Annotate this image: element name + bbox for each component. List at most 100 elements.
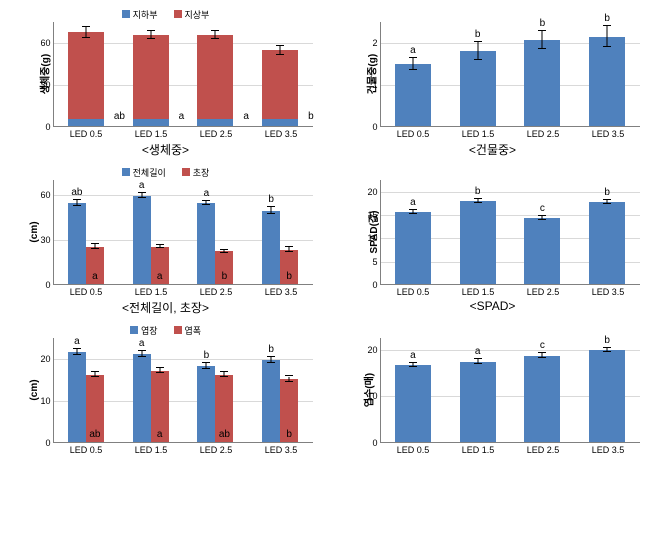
error-cap: [91, 248, 99, 249]
error-cap: [474, 59, 482, 60]
xtick-label: LED 2.5: [527, 442, 560, 455]
error-cap: [138, 356, 146, 357]
ytick-label: 0: [45, 280, 53, 290]
error-cap: [538, 219, 546, 220]
error-cap: [267, 213, 275, 214]
bar-group: a: [445, 338, 510, 442]
legend-label: 지하부: [133, 8, 158, 21]
significance-label: ab: [219, 429, 230, 440]
bars-area: aabaababbb: [54, 338, 313, 442]
bar-rect: [395, 64, 431, 126]
bar-segment: [197, 35, 233, 119]
xtick-label: LED 1.5: [135, 284, 168, 297]
bars-area: abaaaabbb: [54, 180, 313, 284]
bar-group: bb: [248, 180, 313, 284]
error-cap: [603, 347, 611, 348]
significance-label: ab: [71, 187, 82, 198]
significance-label: c: [540, 340, 545, 351]
bar: a: [151, 338, 169, 442]
bar: ab: [68, 180, 86, 284]
xtick-label: LED 2.5: [200, 284, 233, 297]
bar-group: bb: [248, 338, 313, 442]
significance-label: a: [92, 271, 98, 282]
error-cap: [73, 354, 81, 355]
bar-rect: [68, 203, 86, 284]
error-cap: [603, 199, 611, 200]
error-cap: [267, 206, 275, 207]
plot-area: 03060생체중(g)LED 0.5LED 1.5LED 2.5LED 3.5a…: [53, 22, 313, 127]
error-cap: [474, 363, 482, 364]
legend-swatch: [122, 10, 130, 18]
xtick-label: LED 2.5: [200, 442, 233, 455]
error-cap: [220, 371, 228, 372]
ytick-label: 5: [372, 257, 380, 267]
error-cap: [538, 48, 546, 49]
chart-leaf: 엽장엽폭01020(cm)LED 0.5LED 1.5LED 2.5LED 3.…: [8, 324, 323, 457]
significance-label: a: [410, 45, 416, 56]
error-cap: [156, 244, 164, 245]
error-cap: [82, 26, 90, 27]
error-cap: [211, 38, 219, 39]
xtick-label: LED 0.5: [70, 442, 103, 455]
chart-caption: <SPAD>: [470, 299, 516, 313]
error-cap: [138, 197, 146, 198]
bar: a: [133, 22, 169, 126]
bar-group: a: [183, 22, 248, 126]
legend-item: 엽장: [130, 324, 158, 336]
error-cap: [276, 54, 284, 55]
bar: a: [395, 180, 431, 284]
chart-grid: 지하부 지상부03060생체중(g)LED 0.5LED 1.5LED 2.5LE…: [0, 0, 658, 465]
xtick-label: LED 3.5: [265, 442, 298, 455]
error-cap: [409, 366, 417, 367]
bars-area: abaab: [54, 22, 313, 126]
bar: a: [395, 22, 431, 126]
chart-caption: <건물중>: [469, 141, 516, 158]
legend-label: 지상부: [185, 8, 210, 21]
error-cap: [474, 202, 482, 203]
error-cap: [409, 362, 417, 363]
error-cap: [202, 362, 210, 363]
ytick-label: 60: [40, 38, 53, 48]
bar: b: [215, 180, 233, 284]
error-cap: [603, 25, 611, 26]
xtick-label: LED 0.5: [397, 284, 430, 297]
error-cap: [91, 371, 99, 372]
ytick-label: 0: [45, 122, 53, 132]
bar-segment: [197, 119, 233, 126]
bar: a: [197, 180, 215, 284]
bar-rect: [589, 37, 625, 126]
y-axis-label: (cm): [29, 379, 40, 400]
error-bar: [607, 26, 608, 47]
bar-group: c: [510, 338, 575, 442]
error-cap: [409, 69, 417, 70]
significance-label: a: [410, 350, 416, 361]
chart-dry: 012건물중(g)LED 0.5LED 1.5LED 2.5LED 3.5abb…: [335, 8, 650, 158]
bar-group: b: [248, 22, 313, 126]
error-cap: [285, 381, 293, 382]
bars-area: abbb: [381, 22, 640, 126]
xtick-label: LED 3.5: [592, 284, 625, 297]
bar-rect: [589, 350, 625, 442]
plot-area: 012건물중(g)LED 0.5LED 1.5LED 2.5LED 3.5abb…: [380, 22, 640, 127]
bars-area: abcb: [381, 180, 640, 284]
bar-group: b: [510, 22, 575, 126]
error-cap: [538, 215, 546, 216]
significance-label: ab: [89, 429, 100, 440]
xtick-label: LED 0.5: [70, 284, 103, 297]
ytick-label: 0: [372, 280, 380, 290]
error-cap: [211, 30, 219, 31]
legend: 지하부 지상부: [122, 8, 210, 20]
bar-group: a: [118, 22, 183, 126]
bar: b: [262, 180, 280, 284]
bar: a: [133, 338, 151, 442]
significance-label: b: [475, 29, 481, 40]
plot-area: 05101520SPAD(값)LED 0.5LED 1.5LED 2.5LED …: [380, 180, 640, 285]
significance-label: b: [268, 344, 274, 355]
error-cap: [285, 375, 293, 376]
error-cap: [73, 205, 81, 206]
chart-caption: <생체중>: [142, 141, 189, 158]
bar: a: [133, 180, 151, 284]
chart-leafcount: 01020엽수(매)LED 0.5LED 1.5LED 2.5LED 3.5aa…: [335, 324, 650, 457]
bar-group: b: [445, 180, 510, 284]
significance-label: b: [604, 13, 610, 24]
